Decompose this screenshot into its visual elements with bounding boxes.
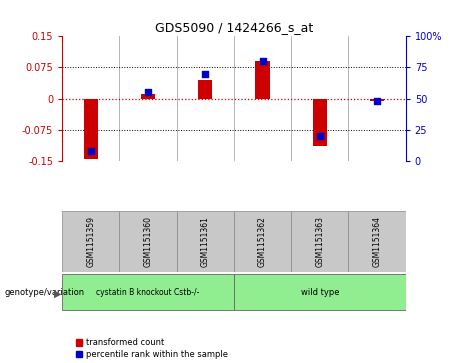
- Text: GSM1151363: GSM1151363: [315, 216, 325, 267]
- FancyBboxPatch shape: [177, 211, 234, 272]
- Bar: [370, 98, 384, 101]
- FancyBboxPatch shape: [234, 211, 291, 272]
- FancyBboxPatch shape: [349, 211, 406, 272]
- Bar: [313, 98, 327, 146]
- FancyBboxPatch shape: [119, 211, 177, 272]
- Text: GSM1151360: GSM1151360: [143, 216, 153, 267]
- Text: GSM1151364: GSM1151364: [372, 216, 382, 267]
- Title: GDS5090 / 1424266_s_at: GDS5090 / 1424266_s_at: [155, 21, 313, 34]
- Bar: [255, 61, 270, 98]
- Text: ▶: ▶: [54, 288, 62, 298]
- FancyBboxPatch shape: [234, 274, 406, 310]
- Text: cystatin B knockout Cstb-/-: cystatin B knockout Cstb-/-: [96, 288, 200, 297]
- Legend: transformed count, percentile rank within the sample: transformed count, percentile rank withi…: [76, 338, 229, 359]
- Bar: [84, 98, 98, 159]
- Point: [373, 98, 381, 104]
- Text: GSM1151362: GSM1151362: [258, 216, 267, 267]
- Bar: [141, 94, 155, 98]
- Text: genotype/variation: genotype/variation: [5, 288, 85, 297]
- Point: [87, 148, 95, 154]
- Point: [259, 58, 266, 64]
- Bar: [198, 80, 213, 98]
- Point: [144, 89, 152, 95]
- Point: [316, 133, 324, 139]
- FancyBboxPatch shape: [291, 211, 349, 272]
- FancyBboxPatch shape: [62, 211, 119, 272]
- Text: GSM1151361: GSM1151361: [201, 216, 210, 267]
- Point: [201, 71, 209, 77]
- Text: GSM1151359: GSM1151359: [86, 216, 95, 267]
- Text: wild type: wild type: [301, 288, 339, 297]
- FancyBboxPatch shape: [62, 274, 234, 310]
